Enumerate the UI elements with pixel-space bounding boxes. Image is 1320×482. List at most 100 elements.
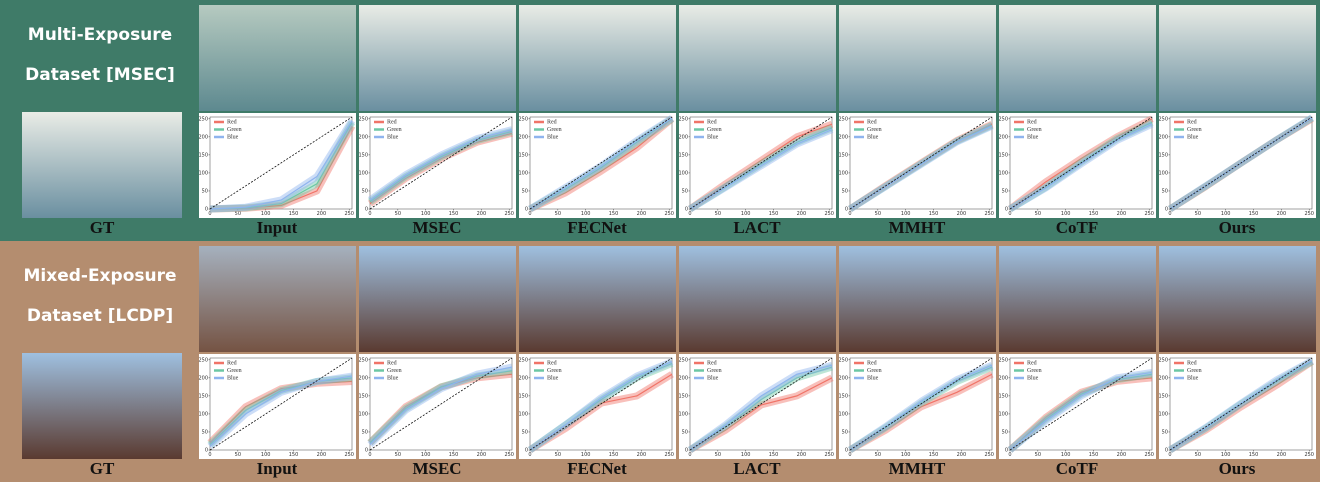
- result-image: [999, 5, 1156, 111]
- y-tick-label: 100: [518, 170, 528, 176]
- x-tick-label: 250: [824, 452, 834, 458]
- legend-label: Green: [227, 368, 242, 374]
- y-tick-label: 150: [518, 393, 528, 399]
- x-tick-label: 100: [581, 211, 591, 217]
- y-tick-label: 0: [1005, 448, 1008, 454]
- x-tick-label: 150: [449, 452, 459, 458]
- result-image: [1159, 5, 1316, 111]
- gt-image: [22, 353, 182, 459]
- x-tick-label: 0: [688, 452, 691, 458]
- y-tick-label: 200: [518, 375, 528, 381]
- y-tick-label: 0: [525, 448, 528, 454]
- method-label: MSEC: [412, 459, 461, 478]
- y-tick-label: 200: [358, 375, 368, 381]
- x-tick-label: 50: [235, 452, 241, 458]
- x-tick-label: 250: [1144, 452, 1154, 458]
- y-tick-label: 0: [845, 448, 848, 454]
- y-tick-label: 50: [202, 188, 208, 194]
- y-tick-label: 200: [358, 134, 368, 140]
- y-tick-label: 150: [998, 152, 1008, 158]
- x-tick-label: 100: [1221, 211, 1231, 217]
- x-tick-label: 100: [421, 452, 431, 458]
- y-tick-label: 250: [1158, 357, 1168, 363]
- method-label: Input: [257, 459, 298, 478]
- x-tick-label: 200: [1117, 211, 1127, 217]
- method-label: FECNet: [567, 459, 627, 478]
- x-tick-label: 50: [1195, 452, 1201, 458]
- legend-label: Green: [707, 368, 722, 374]
- gt-label: GT: [90, 218, 115, 237]
- x-tick-label: 50: [1195, 211, 1201, 217]
- y-tick-label: 0: [1165, 448, 1168, 454]
- legend-label: Blue: [867, 375, 879, 381]
- gt-image: [22, 112, 182, 218]
- y-tick-label: 200: [1158, 134, 1168, 140]
- y-tick-label: 50: [1002, 188, 1008, 194]
- legend-label: Blue: [867, 134, 879, 140]
- x-tick-label: 150: [449, 211, 459, 217]
- y-tick-label: 200: [838, 134, 848, 140]
- x-tick-label: 200: [957, 211, 967, 217]
- y-tick-label: 50: [522, 188, 528, 194]
- x-tick-label: 250: [504, 452, 514, 458]
- legend-label: Red: [227, 119, 237, 125]
- x-tick-label: 100: [901, 452, 911, 458]
- method-label: LACT: [733, 218, 781, 237]
- y-tick-label: 50: [362, 188, 368, 194]
- y-tick-label: 0: [685, 207, 688, 213]
- method-label: CoTF: [1056, 459, 1099, 478]
- legend-label: Green: [867, 368, 882, 374]
- x-tick-label: 100: [741, 452, 751, 458]
- x-tick-label: 0: [368, 452, 371, 458]
- result-image: [839, 246, 996, 352]
- legend-label: Blue: [387, 134, 399, 140]
- legend-label: Blue: [1027, 134, 1039, 140]
- result-image: [519, 246, 676, 352]
- y-tick-label: 0: [845, 207, 848, 213]
- legend-label: Green: [1027, 368, 1042, 374]
- x-tick-label: 250: [1304, 452, 1314, 458]
- y-tick-label: 150: [358, 152, 368, 158]
- x-tick-label: 250: [984, 211, 994, 217]
- y-tick-label: 100: [358, 411, 368, 417]
- legend-label: Red: [387, 360, 397, 366]
- y-tick-label: 50: [842, 429, 848, 435]
- y-tick-label: 100: [1158, 411, 1168, 417]
- y-tick-label: 0: [365, 448, 368, 454]
- x-tick-label: 100: [261, 211, 271, 217]
- x-tick-label: 150: [289, 211, 299, 217]
- y-tick-label: 200: [1158, 375, 1168, 381]
- x-tick-label: 150: [769, 452, 779, 458]
- result-image: [519, 5, 676, 111]
- y-tick-label: 200: [198, 134, 208, 140]
- y-tick-label: 100: [358, 170, 368, 176]
- x-tick-label: 250: [504, 211, 514, 217]
- legend-label: Green: [547, 127, 562, 133]
- result-image: [199, 246, 356, 352]
- y-tick-label: 50: [362, 429, 368, 435]
- y-tick-label: 150: [1158, 152, 1168, 158]
- legend-label: Green: [1187, 127, 1202, 133]
- result-image: [359, 246, 516, 352]
- method-label: MMHT: [889, 218, 946, 237]
- legend-label: Red: [547, 360, 557, 366]
- method-label: CoTF: [1056, 218, 1099, 237]
- x-tick-label: 150: [609, 211, 619, 217]
- legend-label: Red: [227, 360, 237, 366]
- y-tick-label: 250: [518, 357, 528, 363]
- x-tick-label: 50: [555, 452, 561, 458]
- y-tick-label: 250: [998, 116, 1008, 122]
- legend-label: Red: [1187, 119, 1197, 125]
- y-tick-label: 250: [838, 357, 848, 363]
- legend-label: Blue: [707, 375, 719, 381]
- panel-title: Dataset [LCDP]: [27, 306, 173, 326]
- x-tick-label: 200: [797, 211, 807, 217]
- x-tick-label: 200: [317, 452, 327, 458]
- method-label: Ours: [1219, 459, 1256, 478]
- x-tick-label: 150: [1089, 452, 1099, 458]
- x-tick-label: 50: [1035, 211, 1041, 217]
- legend-label: Green: [387, 368, 402, 374]
- x-tick-label: 100: [421, 211, 431, 217]
- y-tick-label: 150: [518, 152, 528, 158]
- x-tick-label: 50: [395, 452, 401, 458]
